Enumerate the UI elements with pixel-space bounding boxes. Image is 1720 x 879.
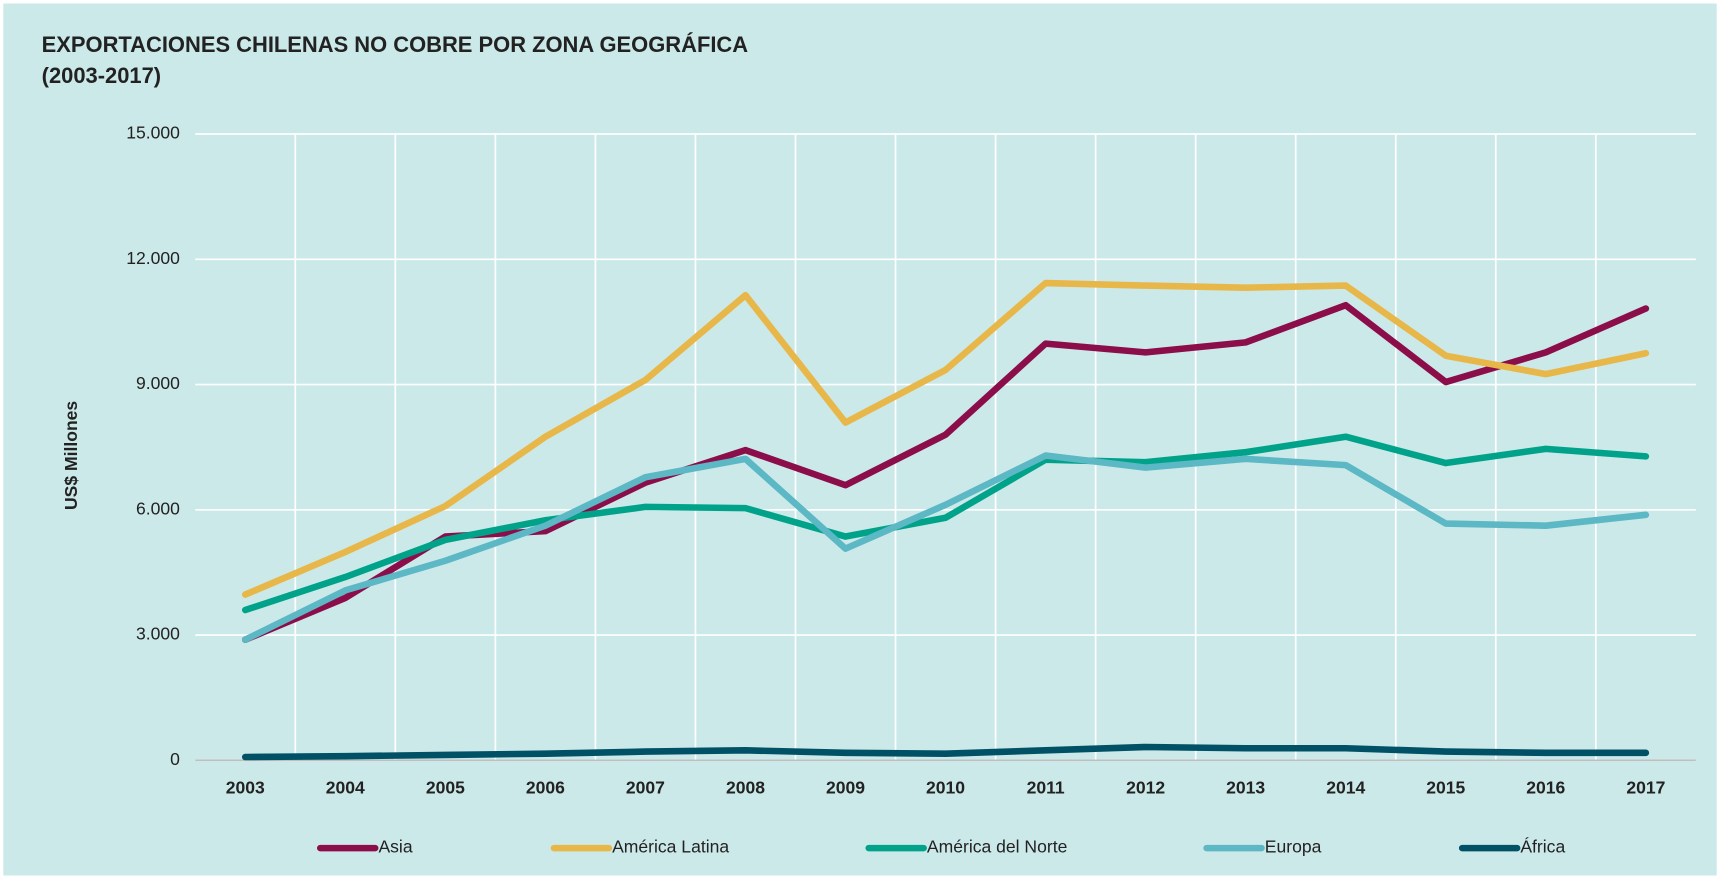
chart-background xyxy=(3,3,1717,876)
y-tick-label: 0 xyxy=(170,749,180,769)
y-axis-label: US$ Millones xyxy=(61,401,81,510)
x-tick-label: 2004 xyxy=(326,778,365,798)
x-tick-label: 2016 xyxy=(1526,778,1565,798)
y-tick-label: 3.000 xyxy=(136,624,180,644)
x-tick-label: 2017 xyxy=(1626,778,1665,798)
x-tick-label: 2012 xyxy=(1126,778,1165,798)
x-tick-label: 2008 xyxy=(726,778,765,798)
x-tick-label: 2015 xyxy=(1426,778,1465,798)
series-line xyxy=(241,452,1650,643)
x-tick-label: 2011 xyxy=(1027,778,1065,798)
series-line xyxy=(241,433,1650,614)
y-tick-label: 9.000 xyxy=(136,373,180,393)
legend-label: Europa xyxy=(1265,837,1322,857)
x-tick-label: 2007 xyxy=(626,778,665,798)
legend-label: África xyxy=(1520,837,1565,857)
y-tick-label: 15.000 xyxy=(126,123,180,143)
legend-label: América del Norte xyxy=(927,837,1067,857)
series-line xyxy=(241,743,1650,761)
x-tick-label: 2005 xyxy=(426,778,465,798)
x-tick-label: 2014 xyxy=(1326,778,1365,798)
chart-subtitle: (2003-2017) xyxy=(42,63,161,88)
chart-title: EXPORTACIONES CHILENAS NO COBRE POR ZONA… xyxy=(42,32,749,57)
x-tick-label: 2010 xyxy=(926,778,965,798)
x-tick-label: 2013 xyxy=(1226,778,1265,798)
legend-label: Asia xyxy=(378,837,412,857)
x-tick-label: 2006 xyxy=(526,778,565,798)
y-tick-label: 6.000 xyxy=(136,498,180,518)
y-tick-label: 12.000 xyxy=(126,248,180,268)
series-line xyxy=(241,279,1650,598)
x-tick-label: 2003 xyxy=(226,778,265,798)
x-tick-label: 2009 xyxy=(826,778,865,798)
legend-label: América Latina xyxy=(612,837,729,857)
